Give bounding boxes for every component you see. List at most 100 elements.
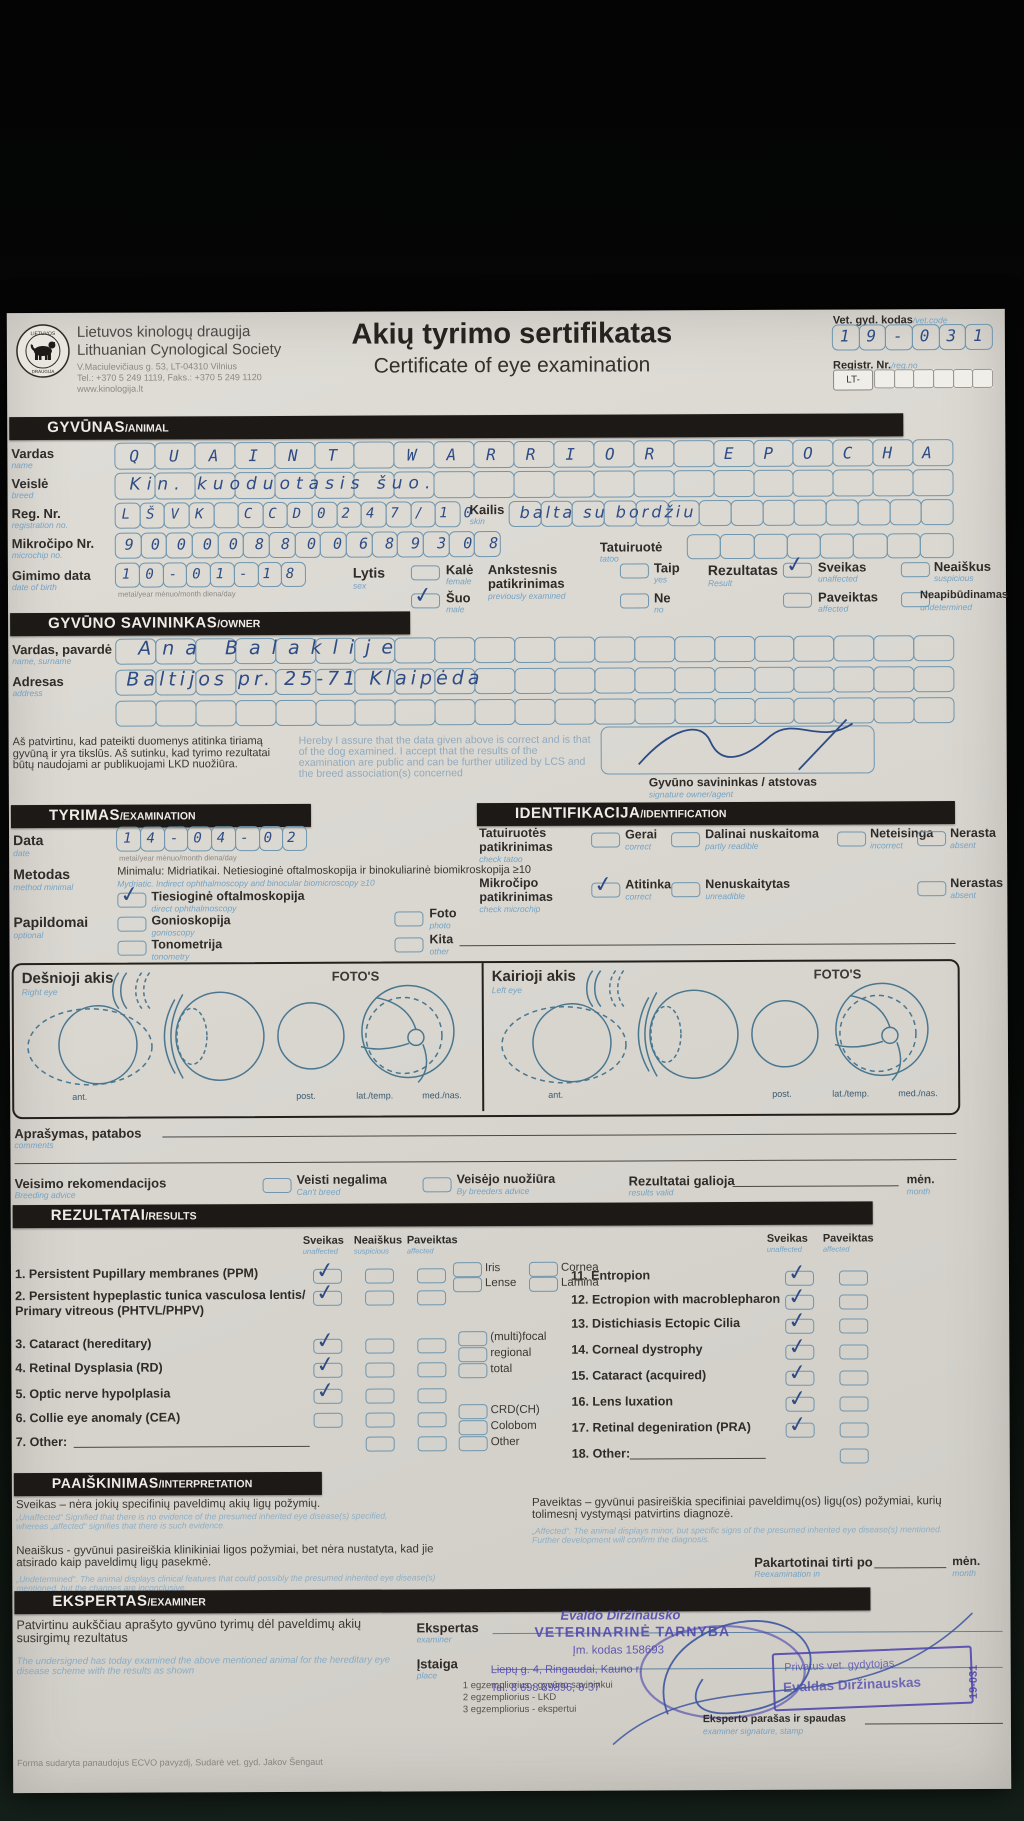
checkbox-7-paveiktas bbox=[417, 1436, 447, 1452]
checkbox-4-paveiktas bbox=[417, 1362, 447, 1378]
left-eye-med-label: med./nas. bbox=[898, 1088, 938, 1099]
option-tonometrija: Tonometrija bbox=[151, 937, 223, 952]
result-item-14: 14. Corneal dystrophy bbox=[571, 1342, 703, 1357]
checkbox-tonometrija bbox=[117, 940, 147, 956]
section-owner: GYVŪNO SAVININKAS/OWNER bbox=[10, 611, 411, 636]
org-phone: Tel.: +370 5 249 1119, Faks.: +370 5 249… bbox=[77, 372, 262, 383]
checkbox-regional bbox=[458, 1347, 488, 1363]
form-footer: Forma sudaryta panaudojus ECVO pavyzdį, … bbox=[17, 1756, 323, 1769]
checkbox-14-paveiktas bbox=[839, 1344, 869, 1360]
stamp-address: Liepų g. 4, Ringaudai, Kauno r. bbox=[490, 1663, 642, 1677]
option-foto-en: photo bbox=[429, 920, 451, 931]
label-ekspertas-en: examiner bbox=[416, 1634, 452, 1645]
tatuiruote-field bbox=[686, 533, 954, 560]
label-veisle-en: breed bbox=[11, 490, 34, 501]
checkbox-2-paveiktas bbox=[417, 1290, 447, 1306]
branch-total: total bbox=[490, 1362, 513, 1376]
label-gimimo-data-en: date of birth bbox=[11, 581, 57, 593]
checkbox-taip bbox=[619, 563, 649, 579]
result-item-11: 11. Entropion bbox=[570, 1268, 651, 1283]
stamp-vet-name: Evaldo Diržinausko bbox=[560, 1607, 681, 1623]
examiner-signature-line bbox=[864, 1722, 1003, 1725]
checkbox-13-paveiktas bbox=[839, 1318, 869, 1334]
option-kita-en: other bbox=[429, 946, 449, 957]
option-neapibudinamas: Neapibūdinamas bbox=[919, 588, 1009, 602]
result-item-2: 2. Persistent hypeplastic tunica vasculo… bbox=[15, 1287, 306, 1304]
label-vardas: Vardas bbox=[11, 445, 55, 462]
examiner-statement: Patvirtinu aukščiau aprašyto gyvūno tyri… bbox=[16, 1616, 362, 1646]
left-eye-post-label: post. bbox=[772, 1088, 792, 1099]
comments-line-1 bbox=[162, 1133, 957, 1138]
option-tiesiogine-en: direct ophthalmoscopy bbox=[151, 903, 237, 914]
option-tiesiogine: Tiesioginė oftalmoskopija bbox=[151, 888, 305, 904]
branch-lense: Lense bbox=[484, 1276, 517, 1290]
label-chip-patikrinimas-2: patikrinimas bbox=[479, 889, 553, 905]
owner-address-value: Baltijos pr. 25-71 Klaipėda bbox=[126, 667, 484, 691]
check-16-sveikas bbox=[785, 1396, 815, 1412]
label-tat-patikrinimas-2: patikrinimas bbox=[479, 839, 553, 855]
declaration-lt: Aš patvirtinu, kad pateikti duomenys ati… bbox=[12, 735, 271, 772]
label-kailis: Kailis bbox=[469, 502, 505, 518]
option-tat-nerasta-en: absent bbox=[950, 839, 976, 851]
result-item-4: 4. Retinal Dysplasia (RD) bbox=[15, 1360, 163, 1376]
org-name-en: Lithuanian Cynological Society bbox=[76, 340, 282, 359]
label-breeding: Veisimo rekomendacijos bbox=[14, 1175, 167, 1192]
option-kale-en: female bbox=[445, 576, 472, 587]
svg-text:LIETUVOS: LIETUVOS bbox=[30, 331, 55, 337]
checkbox-5-paveiktas bbox=[417, 1388, 447, 1404]
metodas-line-en: Mydriatic. Indirect ophthalmoscopy and b… bbox=[117, 877, 375, 889]
label-kailis-en: skin bbox=[469, 516, 485, 527]
label-owner-name: Vardas, pavardė bbox=[12, 641, 113, 658]
option-paveiktas-en: affected bbox=[818, 603, 849, 614]
option-tat-nerasta: Nerasta bbox=[950, 825, 996, 841]
checkbox-tat-gerai bbox=[591, 832, 621, 848]
right-eye-post-label: post. bbox=[296, 1090, 316, 1101]
col-right-paveiktas: Paveiktas bbox=[822, 1232, 874, 1245]
metodas-line: Minimalu: Midriatikai. Netiesioginė ofta… bbox=[117, 863, 532, 878]
panel-divider bbox=[481, 963, 484, 1112]
option-suo: Šuo bbox=[445, 590, 471, 606]
declaration-en: Hereby I assure that the data given abov… bbox=[298, 733, 591, 780]
label-reexam-en: Reexamination in bbox=[754, 1568, 820, 1579]
option-suo-en: male bbox=[446, 604, 465, 615]
interp-paveiktas-en: „Affected“. The animal displays minor, b… bbox=[532, 1524, 943, 1545]
left-eye-lat-label: lat./temp. bbox=[832, 1088, 870, 1099]
result-item-6: 6. Collie eye anomaly (CEA) bbox=[15, 1410, 181, 1426]
item-18-line bbox=[629, 1457, 766, 1460]
label-men: mėn. bbox=[906, 1172, 935, 1187]
branch-multifocal: (multi)focal bbox=[490, 1330, 547, 1344]
branch-other: Other bbox=[490, 1435, 520, 1449]
branch-regional: regional bbox=[490, 1346, 532, 1360]
label-chip-patikrinimas-en: check microchip bbox=[479, 903, 541, 915]
label-papildomai-en: optional bbox=[13, 930, 44, 941]
option-tat-gerai: Gerai bbox=[625, 827, 658, 842]
label-reg-nr-en: registration no. bbox=[11, 519, 68, 531]
copy-3: 3 egzempliorius - ekspertui bbox=[462, 1703, 577, 1716]
option-tat-neteisinga-en: incorrect bbox=[870, 840, 903, 851]
label-tat-patikrinimas-en: check tatoo bbox=[479, 853, 523, 865]
reg-nr-value: LŠVK CCD0247/10 bbox=[121, 505, 489, 523]
label-reexam-men: mėn. bbox=[952, 1553, 981, 1569]
option-tat-dalinai: Dalinai nuskaitoma bbox=[705, 826, 820, 842]
section-animal: GYVŪNAS/ANIMAL bbox=[9, 413, 904, 440]
checkbox-15-paveiktas bbox=[839, 1370, 869, 1386]
checkbox-sveikas bbox=[782, 562, 812, 578]
option-breeders-advice: Veisėjo nuožiūra bbox=[456, 1171, 556, 1187]
owner-signature-label-en: signature owner/agent bbox=[648, 789, 734, 800]
checkbox-cornea bbox=[528, 1261, 558, 1277]
stamp-company-code: Įm. kodas 158693 bbox=[572, 1644, 665, 1657]
checkbox-4-sveikas bbox=[313, 1362, 343, 1378]
col-paveiktas-en: affected bbox=[406, 1246, 434, 1256]
checkbox-11-paveiktas bbox=[838, 1270, 869, 1286]
checkbox-6-sveikas bbox=[313, 1412, 343, 1428]
checkbox-tat-nerasta bbox=[917, 831, 947, 847]
option-sveikas-en: unaffected bbox=[817, 573, 858, 584]
option-cant-breed-en: Can't breed bbox=[296, 1186, 341, 1197]
checkbox-5-sveikas bbox=[313, 1388, 343, 1404]
checkbox-4-neaiskus bbox=[365, 1362, 395, 1378]
checkbox-gonioskopija bbox=[117, 916, 147, 932]
label-vardas-en: name bbox=[11, 460, 33, 471]
checkbox-13-sveikas bbox=[785, 1318, 815, 1334]
document-title-en: Certificate of eye examination bbox=[373, 353, 651, 378]
label-examiner-signature-en: examiner signature, stamp bbox=[702, 1725, 804, 1737]
